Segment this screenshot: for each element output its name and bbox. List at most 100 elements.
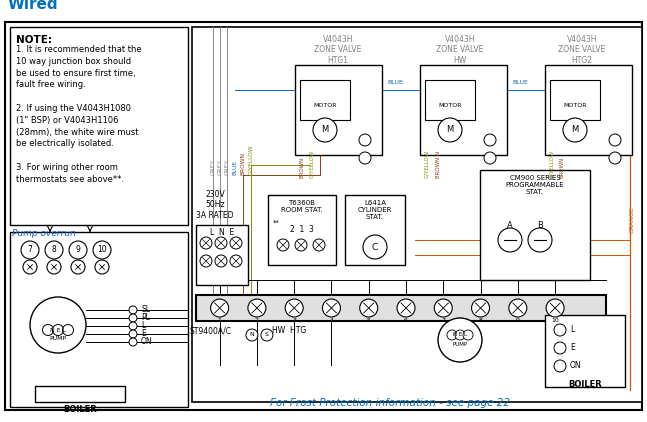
Text: ST9400A/C: ST9400A/C	[189, 326, 231, 335]
Bar	[480, 170, 590, 280]
Circle shape	[528, 228, 552, 252]
Text: C: C	[372, 243, 378, 252]
Circle shape	[277, 239, 289, 251]
Circle shape	[246, 329, 258, 341]
Circle shape	[230, 237, 242, 249]
Text: SL: SL	[141, 306, 150, 314]
Circle shape	[200, 237, 212, 249]
Bar	[10, 232, 188, 407]
Circle shape	[472, 299, 490, 317]
Text: 10: 10	[551, 317, 559, 322]
Text: BOILER: BOILER	[63, 406, 97, 414]
Text: E: E	[141, 330, 146, 338]
Circle shape	[43, 325, 54, 335]
Text: 5: 5	[367, 317, 371, 322]
Circle shape	[498, 228, 522, 252]
Text: 230V
50Hz
3A RATED: 230V 50Hz 3A RATED	[196, 190, 234, 220]
Text: L641A
CYLINDER
STAT.: L641A CYLINDER STAT.	[358, 200, 392, 220]
Circle shape	[455, 330, 465, 340]
Text: M: M	[571, 125, 578, 135]
Text: S: S	[265, 333, 269, 338]
Circle shape	[359, 152, 371, 164]
Text: 7: 7	[441, 317, 445, 322]
Circle shape	[52, 325, 63, 335]
Text: BROWN N: BROWN N	[435, 151, 441, 178]
Circle shape	[484, 134, 496, 146]
Circle shape	[215, 255, 227, 267]
Text: B: B	[537, 221, 543, 230]
Text: 7: 7	[28, 246, 32, 254]
Text: 3: 3	[292, 317, 296, 322]
Circle shape	[484, 152, 496, 164]
Circle shape	[47, 260, 61, 274]
Circle shape	[563, 118, 587, 142]
Text: BLUE: BLUE	[232, 160, 237, 175]
Bar	[545, 65, 632, 155]
Text: PUMP: PUMP	[49, 335, 67, 341]
Circle shape	[23, 260, 37, 274]
Text: PL: PL	[141, 314, 150, 322]
Text: 9: 9	[516, 317, 520, 322]
Circle shape	[69, 241, 87, 259]
Bar	[425, 80, 475, 120]
Circle shape	[129, 306, 137, 314]
Circle shape	[215, 237, 227, 249]
Text: 10: 10	[97, 246, 107, 254]
Text: 1. It is recommended that the
10 way junction box should
be used to ensure first: 1. It is recommended that the 10 way jun…	[16, 45, 142, 184]
Text: Wired: Wired	[8, 0, 59, 12]
Text: V4043H
ZONE VALVE
HTG2: V4043H ZONE VALVE HTG2	[558, 35, 606, 65]
Circle shape	[295, 239, 307, 251]
Bar	[35, 386, 125, 402]
Text: BLUE: BLUE	[387, 80, 403, 85]
Circle shape	[554, 342, 566, 354]
Circle shape	[438, 318, 482, 362]
Text: E: E	[570, 344, 575, 352]
Text: G/YELLOW: G/YELLOW	[549, 150, 554, 178]
Circle shape	[360, 299, 378, 317]
Circle shape	[230, 255, 242, 267]
Bar	[545, 315, 625, 387]
Text: M: M	[446, 125, 454, 135]
Circle shape	[285, 299, 303, 317]
Circle shape	[63, 325, 74, 335]
Text: CM900 SERIES
PROGRAMMABLE
STAT.: CM900 SERIES PROGRAMMABLE STAT.	[506, 175, 564, 195]
Circle shape	[129, 338, 137, 346]
Text: G/YELLOW: G/YELLOW	[248, 144, 254, 175]
Circle shape	[609, 152, 621, 164]
Text: V4043H
ZONE VALVE
HW: V4043H ZONE VALVE HW	[436, 35, 484, 65]
Circle shape	[554, 324, 566, 336]
Circle shape	[397, 299, 415, 317]
Text: T6360B
ROOM STAT.: T6360B ROOM STAT.	[281, 200, 323, 213]
Text: L: L	[570, 325, 575, 335]
Text: G/YELLOW: G/YELLOW	[424, 150, 430, 178]
Circle shape	[438, 118, 462, 142]
Text: 6: 6	[404, 317, 408, 322]
Circle shape	[129, 330, 137, 338]
Circle shape	[509, 299, 527, 317]
Circle shape	[21, 241, 39, 259]
Text: For Frost Protection information - see page 22: For Frost Protection information - see p…	[270, 398, 510, 408]
Text: L  N  E: L N E	[210, 228, 234, 237]
Text: N: N	[250, 333, 254, 338]
Circle shape	[554, 360, 566, 372]
Text: G/YELLOW: G/YELLOW	[309, 150, 314, 178]
Bar	[300, 80, 350, 120]
Text: A: A	[507, 221, 513, 230]
Bar	[420, 65, 507, 155]
Text: HW  HTG: HW HTG	[272, 326, 306, 335]
Text: MOTOR: MOTOR	[564, 103, 587, 108]
Circle shape	[261, 329, 273, 341]
Text: 2: 2	[255, 317, 259, 322]
Text: 9: 9	[76, 246, 80, 254]
Circle shape	[129, 314, 137, 322]
Text: GREY: GREY	[210, 159, 215, 175]
Circle shape	[45, 241, 63, 259]
Text: L: L	[141, 322, 145, 330]
Text: BROWN: BROWN	[241, 152, 245, 175]
Circle shape	[200, 255, 212, 267]
Text: PUMP: PUMP	[452, 343, 468, 347]
Text: ON: ON	[570, 362, 582, 371]
Circle shape	[71, 260, 85, 274]
Text: 8: 8	[52, 246, 56, 254]
Circle shape	[609, 134, 621, 146]
